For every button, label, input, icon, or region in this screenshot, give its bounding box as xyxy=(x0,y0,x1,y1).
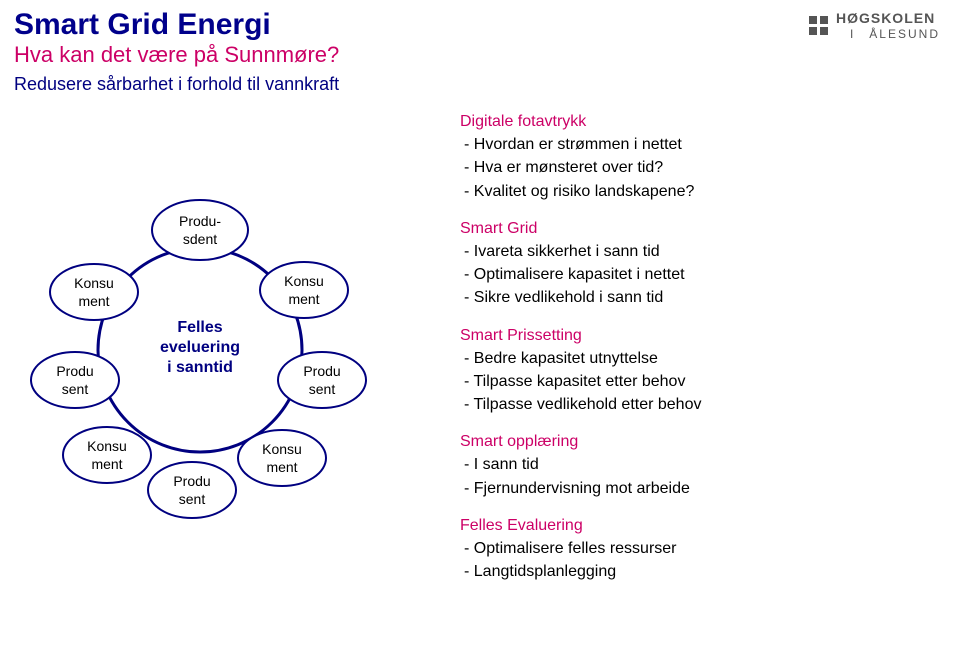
list-item: Bedre kapasitet utnyttelse xyxy=(464,347,930,370)
logo-line2: I ÅLESUND xyxy=(836,27,940,41)
node-bottom xyxy=(148,462,236,518)
node-label: Konsu xyxy=(87,438,127,454)
section-list: Bedre kapasitet utnyttelseTilpasse kapas… xyxy=(464,347,930,417)
center-label: eveluering xyxy=(160,339,240,356)
section-header: Smart Grid xyxy=(460,217,930,240)
node-label: Konsu xyxy=(284,273,324,289)
logo-grid-icon xyxy=(809,16,828,35)
page-subtitle2: Redusere sårbarhet i forhold til vannkra… xyxy=(14,74,339,95)
section-list: Optimalisere felles ressurserLangtidspla… xyxy=(464,537,930,583)
center-label: i sanntid xyxy=(167,359,233,376)
node-label: ment xyxy=(266,459,297,475)
section-header: Smart Prissetting xyxy=(460,324,930,347)
list-item: Fjernundervisning mot arbeide xyxy=(464,477,930,500)
node-right xyxy=(278,352,366,408)
node-top-left xyxy=(50,264,138,320)
node-label: sent xyxy=(179,491,206,507)
list-item: I sann tid xyxy=(464,453,930,476)
node-label: Produ xyxy=(56,363,93,379)
node-top xyxy=(152,200,248,260)
section-list: Hvordan er strømmen i nettetHva er mønst… xyxy=(464,133,930,203)
node-label: Produ- xyxy=(179,213,221,229)
list-item: Optimalisere kapasitet i nettet xyxy=(464,263,930,286)
node-label: sdent xyxy=(183,231,217,247)
node-label: Produ xyxy=(173,473,210,489)
list-item: Tilpasse kapasitet etter behov xyxy=(464,370,930,393)
logo-line1: HØGSKOLEN xyxy=(836,10,940,27)
list-item: Optimalisere felles ressurser xyxy=(464,537,930,560)
node-bottom-left xyxy=(63,427,151,483)
list-item: Tilpasse vedlikehold etter behov xyxy=(464,393,930,416)
node-bottom-right xyxy=(238,430,326,486)
node-left xyxy=(31,352,119,408)
list-item: Hvordan er strømmen i nettet xyxy=(464,133,930,156)
logo: HØGSKOLEN I ÅLESUND xyxy=(809,10,940,41)
node-top-right xyxy=(260,262,348,318)
node-label: Konsu xyxy=(262,441,302,457)
list-item: Langtidsplanlegging xyxy=(464,560,930,583)
node-label: Konsu xyxy=(74,275,114,291)
section-header: Felles Evaluering xyxy=(460,514,930,537)
page-subtitle: Hva kan det være på Sunnmøre? xyxy=(14,42,339,68)
section-list: I sann tidFjernundervisning mot arbeide xyxy=(464,453,930,499)
center-label: Felles xyxy=(177,319,222,336)
section-header: Smart opplæring xyxy=(460,430,930,453)
section-header: Digitale fotavtrykk xyxy=(460,110,930,133)
list-item: Hva er mønsteret over tid? xyxy=(464,156,930,179)
list-item: Sikre vedlikehold i sann tid xyxy=(464,286,930,309)
section-list: Ivareta sikkerhet i sann tidOptimalisere… xyxy=(464,240,930,310)
node-label: ment xyxy=(288,291,319,307)
page-title: Smart Grid Energi xyxy=(14,8,339,42)
node-label: Produ xyxy=(303,363,340,379)
node-label: ment xyxy=(78,293,109,309)
right-column: Digitale fotavtrykkHvordan er strømmen i… xyxy=(460,110,930,597)
node-label: ment xyxy=(91,456,122,472)
node-label: sent xyxy=(62,381,89,397)
node-label: sent xyxy=(309,381,336,397)
network-diagram: Felles eveluering i sanntid Produ-sdent Kons… xyxy=(0,110,420,630)
list-item: Kvalitet og risiko landskapene? xyxy=(464,180,930,203)
list-item: Ivareta sikkerhet i sann tid xyxy=(464,240,930,263)
